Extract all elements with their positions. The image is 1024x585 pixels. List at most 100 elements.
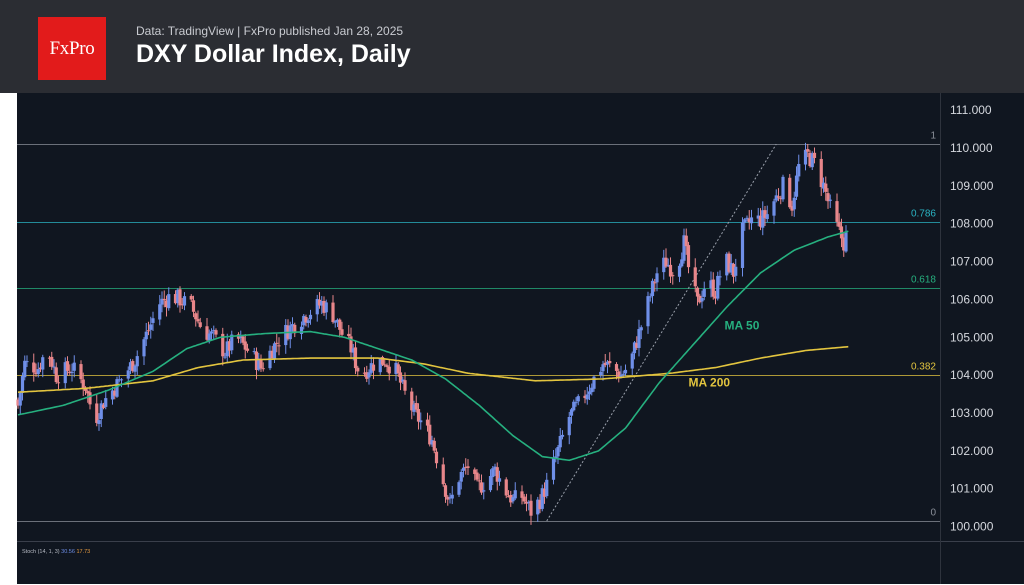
- candle: [772, 201, 776, 216]
- candle: [261, 368, 265, 370]
- candle: [86, 391, 90, 394]
- candle: [646, 296, 650, 327]
- candle: [387, 366, 391, 374]
- fib-level-label: 0.786: [911, 209, 936, 220]
- candle: [648, 296, 652, 298]
- candle: [684, 235, 688, 247]
- candle: [72, 362, 76, 371]
- candle: [740, 222, 745, 268]
- candle: [351, 348, 355, 353]
- candle: [182, 296, 187, 306]
- candle: [239, 336, 243, 338]
- candle: [110, 390, 115, 400]
- candle: [837, 221, 841, 227]
- candle: [443, 485, 448, 497]
- candle: [806, 149, 810, 152]
- candle: [765, 214, 769, 220]
- candle: [475, 472, 479, 480]
- candle: [425, 419, 430, 426]
- candle: [322, 301, 326, 313]
- candle: [115, 379, 119, 397]
- candle: [158, 304, 162, 320]
- candle: [180, 304, 184, 306]
- candle: [117, 379, 121, 381]
- candle: [761, 210, 765, 228]
- candle: [655, 273, 659, 283]
- candle: [104, 398, 108, 407]
- candle: [135, 356, 139, 367]
- candle: [491, 468, 495, 478]
- candle: [315, 299, 319, 315]
- candle: [812, 152, 817, 158]
- candle: [434, 451, 439, 464]
- candle: [133, 365, 137, 372]
- candle: [459, 471, 463, 482]
- candle: [731, 263, 736, 277]
- candle: [700, 298, 704, 302]
- candle: [488, 476, 493, 491]
- y-tick-label: 105.000: [950, 330, 994, 344]
- candle: [781, 176, 785, 200]
- candle: [763, 210, 767, 218]
- candle: [824, 183, 828, 192]
- candle: [207, 333, 211, 341]
- candle: [599, 371, 603, 376]
- candle: [178, 289, 182, 306]
- candle: [479, 482, 484, 493]
- ma-label: MA 50: [725, 319, 760, 333]
- candle: [412, 404, 416, 412]
- candle: [128, 362, 133, 370]
- candle: [34, 372, 38, 375]
- candle: [149, 324, 153, 330]
- candle: [401, 379, 405, 382]
- candle: [614, 364, 619, 371]
- candle: [68, 371, 72, 374]
- candle: [290, 324, 295, 327]
- fib-level-label: 1: [930, 131, 936, 142]
- candle: [797, 164, 801, 177]
- candle: [621, 373, 625, 375]
- candle: [227, 341, 232, 351]
- candle: [792, 197, 796, 210]
- candle: [617, 371, 621, 379]
- candle: [41, 357, 45, 370]
- candle: [477, 480, 481, 482]
- candle: [695, 287, 700, 297]
- candle: [619, 374, 623, 378]
- candle: [306, 320, 310, 323]
- candle: [88, 392, 92, 405]
- candle: [209, 331, 214, 334]
- candle: [191, 300, 196, 312]
- candle: [365, 372, 369, 379]
- candle: [567, 416, 571, 436]
- candle: [252, 351, 256, 353]
- candle: [821, 182, 826, 189]
- candle: [635, 343, 639, 348]
- candle: [369, 363, 373, 373]
- candle: [214, 330, 218, 335]
- candlestick-chart[interactable]: 111.000 110.000 109.000 108.000 107.000 106.0…: [0, 93, 1024, 585]
- candle: [774, 195, 778, 201]
- candle: [576, 396, 580, 402]
- y-tick-label: 103.000: [950, 406, 994, 420]
- candle: [808, 152, 812, 167]
- candle: [623, 369, 628, 374]
- candle: [378, 358, 382, 373]
- candle: [592, 376, 596, 389]
- candle: [331, 302, 335, 323]
- candle: [520, 491, 524, 498]
- candle: [81, 379, 85, 389]
- fib-level-label: 0.618: [911, 275, 936, 286]
- candle: [608, 361, 612, 364]
- candle: [482, 490, 486, 492]
- candle: [511, 497, 515, 502]
- candle: [513, 490, 517, 499]
- candle: [347, 333, 351, 337]
- header-bar: FxPro Data: TradingView | FxPro publishe…: [0, 0, 1024, 93]
- candle: [317, 299, 322, 306]
- candle: [245, 348, 250, 351]
- candle: [585, 394, 589, 400]
- y-tick-label: 108.000: [950, 217, 994, 231]
- candle: [835, 201, 839, 222]
